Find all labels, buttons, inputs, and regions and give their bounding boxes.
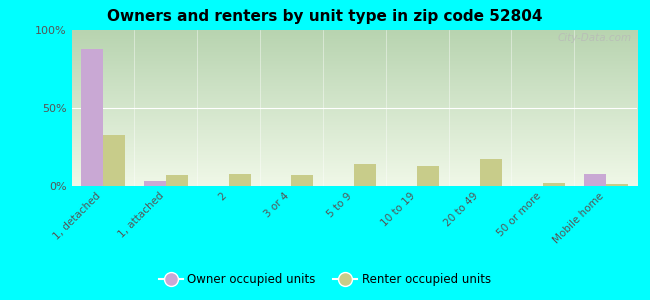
Bar: [81, 49, 103, 186]
Bar: [144, 181, 166, 186]
Legend: Owner occupied units, Renter occupied units: Owner occupied units, Renter occupied un…: [154, 269, 496, 291]
Bar: [229, 173, 250, 186]
Text: Owners and renters by unit type in zip code 52804: Owners and renters by unit type in zip c…: [107, 9, 543, 24]
Bar: [543, 183, 565, 186]
Bar: [291, 175, 313, 186]
Text: City-Data.com: City-Data.com: [557, 33, 631, 43]
Bar: [417, 166, 439, 186]
Bar: [103, 134, 125, 186]
Bar: [166, 175, 188, 186]
Bar: [584, 173, 606, 186]
Bar: [606, 184, 627, 186]
Bar: [354, 164, 376, 186]
Bar: [480, 160, 502, 186]
